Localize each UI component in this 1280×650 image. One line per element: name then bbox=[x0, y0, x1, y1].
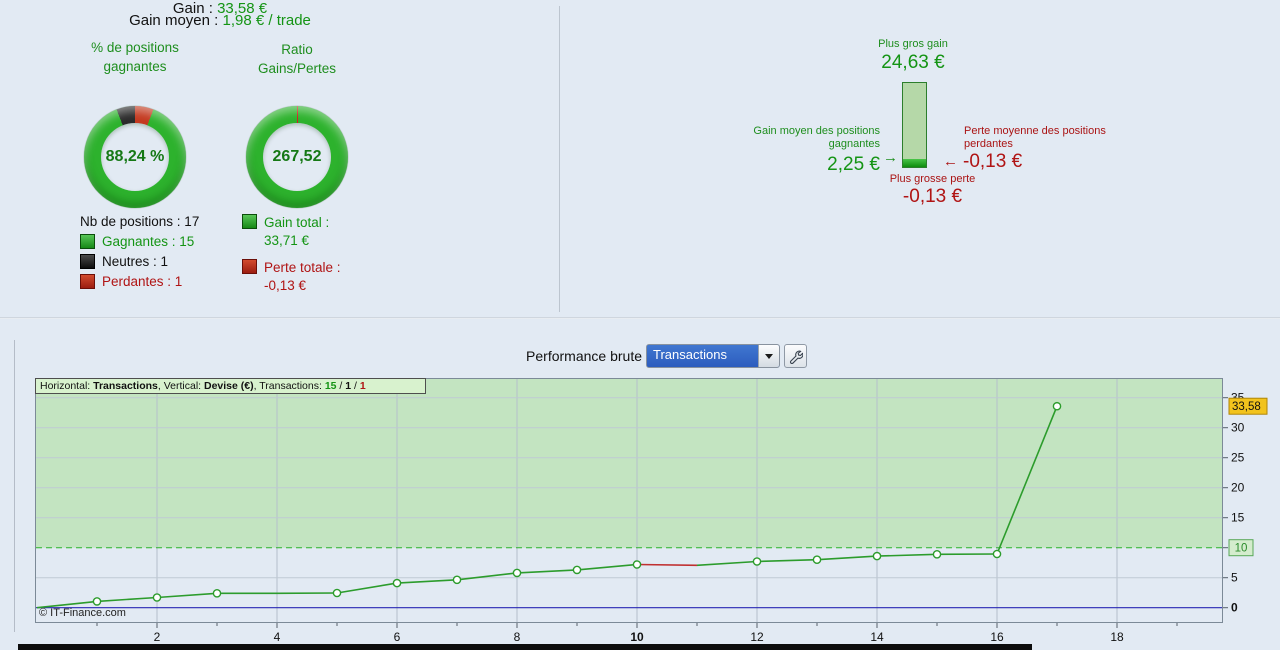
legend-label: Perdantes : 1 bbox=[102, 274, 183, 289]
horizontal-divider bbox=[0, 317, 1280, 319]
info-horizontal-value: Transactions bbox=[93, 380, 158, 392]
positions-total: Nb de positions : 17 bbox=[80, 214, 200, 229]
svg-text:10: 10 bbox=[630, 630, 644, 644]
perte-totale-value: -0,13 € bbox=[264, 278, 307, 293]
svg-text:10: 10 bbox=[1235, 543, 1248, 555]
vertical-divider bbox=[559, 6, 560, 312]
svg-text:25: 25 bbox=[1231, 451, 1245, 465]
green-square-icon bbox=[80, 234, 95, 249]
chevron-down-icon bbox=[765, 353, 773, 359]
svg-text:16: 16 bbox=[990, 630, 1004, 644]
svg-text:4: 4 bbox=[274, 630, 281, 644]
svg-text:5: 5 bbox=[1231, 571, 1238, 585]
perte-totale-text: Perte totale : -0,13 € bbox=[257, 259, 341, 295]
svg-text:20: 20 bbox=[1231, 481, 1245, 495]
copyright-label: © IT-Finance.com bbox=[39, 607, 126, 619]
svg-text:0: 0 bbox=[1231, 601, 1238, 615]
gain-total-label: Gain total : bbox=[264, 215, 330, 230]
svg-text:8: 8 bbox=[514, 630, 521, 644]
chart-settings-button[interactable] bbox=[784, 344, 807, 368]
winners-donut-value: 88,24 % bbox=[101, 123, 169, 191]
ratio-donut-value: 267,52 bbox=[263, 123, 331, 191]
perte-totale-label: Perte totale : bbox=[264, 260, 341, 275]
panel-left-rail bbox=[14, 340, 15, 632]
gain-moyen-title: Gain moyen : 1,98 € / trade bbox=[0, 12, 440, 29]
info-horizontal-label: Horizontal: bbox=[40, 380, 94, 392]
gain-title-value: 33,58 € bbox=[217, 0, 268, 17]
svg-text:33,58: 33,58 bbox=[1232, 401, 1261, 413]
chart-info-bar: Horizontal: Transactions, Vertical: Devi… bbox=[35, 378, 426, 394]
max-loss-label: Plus grosse perte bbox=[889, 173, 976, 185]
avg-win-label: Gain moyen des positions gagnantes bbox=[753, 125, 880, 150]
legend-row-gagnantes: Gagnantes : 15 bbox=[80, 233, 199, 250]
legend-label: Gagnantes : 15 bbox=[102, 234, 195, 249]
info-neutral-count: 1 bbox=[345, 380, 352, 392]
info-transactions-label: , Transactions: bbox=[253, 380, 325, 392]
performance-chart: 2 4 6 8 10 12 14 16 18 0 5 10 15 20 25 30 35 33,58 Horizo… bbox=[35, 378, 1275, 646]
legend-label: Neutres : 1 bbox=[102, 254, 169, 269]
gain-title-label: Gain : bbox=[172, 0, 213, 17]
svg-text:12: 12 bbox=[750, 630, 764, 644]
bottom-window-strip bbox=[18, 644, 1032, 650]
series-mode-dropdown[interactable]: Transactions bbox=[646, 344, 780, 368]
info-separator: / bbox=[351, 380, 360, 392]
avg-win-bar-segment bbox=[903, 159, 926, 167]
black-square-icon bbox=[80, 254, 95, 269]
totals-legend: Gain total : 33,71 € Perte totale : -0,1… bbox=[242, 214, 341, 304]
avg-loss-value: -0,13 € bbox=[963, 151, 1023, 172]
gain-moyen-value: 1,98 € / trade bbox=[222, 12, 311, 29]
info-wins-count: 15 bbox=[324, 380, 337, 392]
info-separator: / bbox=[336, 380, 346, 392]
gain-title: Gain : 33,58 € bbox=[0, 0, 440, 17]
red-square-icon bbox=[242, 259, 257, 274]
right-arrow-icon: → bbox=[883, 149, 898, 166]
winners-donut: 88,24 % bbox=[84, 106, 186, 208]
gain-total-text: Gain total : 33,71 € bbox=[257, 214, 329, 250]
max-loss-value: -0,13 € bbox=[902, 186, 963, 207]
gain-moyen-label: Gain moyen : bbox=[129, 12, 219, 29]
info-losses-count: 1 bbox=[359, 380, 366, 392]
svg-text:2: 2 bbox=[154, 630, 161, 644]
svg-text:30: 30 bbox=[1231, 421, 1245, 435]
gain-bar bbox=[902, 82, 927, 168]
ratio-donut-header: Ratio Gains/Pertes bbox=[257, 42, 337, 76]
left-arrow-icon: ← bbox=[943, 153, 958, 170]
wrench-icon bbox=[789, 350, 803, 364]
green-square-icon bbox=[242, 214, 257, 229]
svg-text:15: 15 bbox=[1231, 511, 1245, 525]
legend-row-neutres: Neutres : 1 bbox=[80, 253, 199, 270]
legend-row-gain-total: Gain total : 33,71 € bbox=[242, 214, 341, 250]
dropdown-arrow-button[interactable] bbox=[758, 345, 779, 367]
red-square-icon bbox=[80, 274, 95, 289]
positions-legend: Nb de positions : 17 Gagnantes : 15 Neut… bbox=[80, 213, 199, 290]
svg-text:6: 6 bbox=[394, 630, 401, 644]
avg-win-value: 2,25 € bbox=[827, 154, 880, 175]
chart-title: Performance brute bbox=[526, 348, 642, 364]
legend-row-perdantes: Perdantes : 1 bbox=[80, 273, 199, 290]
max-gain-value: 24,63 € bbox=[881, 52, 945, 73]
max-gain-label: Plus gros gain bbox=[878, 38, 948, 50]
info-vertical-value: Devise (€) bbox=[204, 380, 254, 392]
svg-text:14: 14 bbox=[870, 630, 884, 644]
gain-total-value: 33,71 € bbox=[264, 233, 310, 248]
svg-text:18: 18 bbox=[1110, 630, 1124, 644]
winners-donut-header: % de positions gagnantes bbox=[91, 40, 179, 74]
legend-row-perte-totale: Perte totale : -0,13 € bbox=[242, 259, 341, 295]
dropdown-selected-value[interactable]: Transactions bbox=[647, 345, 758, 367]
info-vertical-label: , Vertical: bbox=[157, 380, 204, 392]
avg-loss-label: Perte moyenne des positions perdantes bbox=[964, 125, 1106, 150]
ratio-donut: 267,52 bbox=[246, 106, 348, 208]
